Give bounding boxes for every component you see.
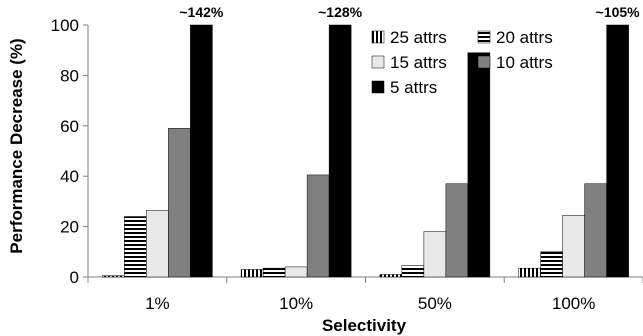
legend-swatch	[371, 55, 385, 69]
legend-swatch	[477, 30, 491, 44]
bar	[606, 24, 629, 278]
bar	[146, 209, 169, 278]
y-tick-label: 80	[60, 66, 79, 85]
x-tick-label: 50%	[418, 294, 452, 313]
legend-swatch	[371, 30, 385, 44]
y-tick-label: 100	[51, 16, 79, 35]
axes: 0 20 40 60 80 100 1% 10% 50% 100%	[51, 16, 643, 313]
bar	[262, 267, 286, 278]
bar-annotation: ~142%	[179, 4, 224, 20]
bar-annotation: ~105%	[596, 4, 641, 20]
bar	[445, 183, 469, 278]
bar	[518, 267, 541, 278]
y-tick-label: 60	[60, 117, 79, 136]
bar	[284, 266, 308, 278]
legend-swatch	[371, 80, 385, 94]
bar	[168, 128, 191, 278]
bar-annotation: ~128%	[318, 4, 363, 20]
legend-label: 20 attrs	[496, 28, 553, 47]
bar	[401, 265, 425, 278]
y-tick-label: 40	[60, 167, 79, 186]
x-tick-label: 100%	[552, 294, 595, 313]
bar	[328, 24, 352, 278]
x-tick-label: 1%	[145, 294, 170, 313]
legend-label: 5 attrs	[390, 78, 437, 97]
x-tick-label: 10%	[279, 294, 313, 313]
legend-label: 25 attrs	[390, 28, 447, 47]
y-tick-label: 20	[60, 218, 79, 237]
legend-label: 15 attrs	[390, 53, 447, 72]
legend-label: 10 attrs	[496, 53, 553, 72]
bar	[540, 251, 563, 278]
bar	[124, 216, 147, 278]
legend: 25 attrs 20 attrs 15 attrs 10 attrs 5 attrs	[371, 28, 553, 97]
y-tick-label: 0	[70, 268, 79, 287]
bar	[467, 52, 491, 278]
bars: ~142% ~128% ~105%	[102, 4, 641, 278]
x-axis-title: Selectivity	[322, 316, 407, 335]
bar	[584, 183, 607, 278]
bar	[379, 274, 403, 278]
bar	[190, 24, 213, 278]
bar	[562, 215, 585, 278]
bar	[102, 275, 125, 278]
legend-swatch	[477, 55, 491, 69]
bar	[306, 174, 330, 278]
bar	[423, 231, 447, 278]
y-axis-title: Performance Decrease (%)	[7, 38, 26, 253]
bar	[240, 269, 264, 278]
